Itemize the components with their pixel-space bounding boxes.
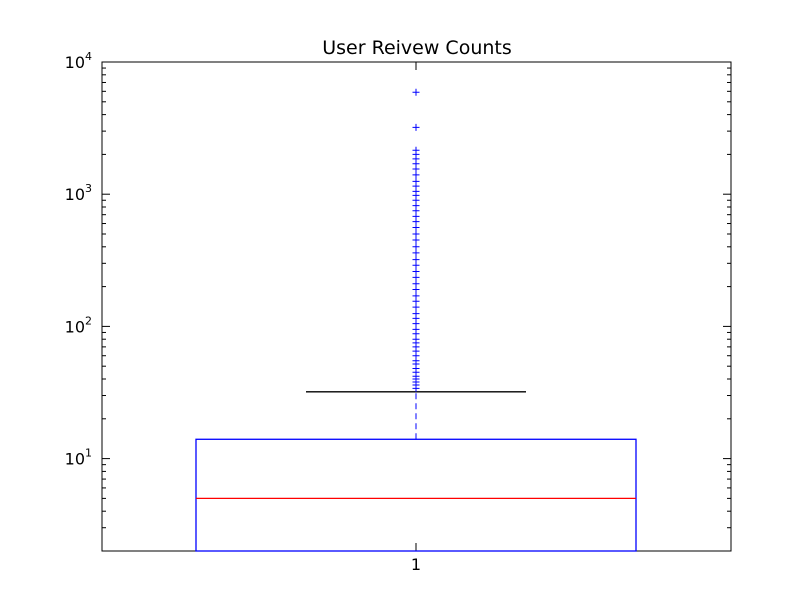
plot-area: 101 102 103 104 1 [65, 50, 732, 574]
y-tick-label: 102 [65, 314, 92, 336]
outlier-point [412, 292, 420, 300]
outlier-point [412, 146, 420, 154]
outlier-point [412, 249, 420, 257]
outlier-point [412, 177, 420, 185]
outlier-point [412, 310, 420, 318]
outlier-point [412, 123, 420, 131]
outlier-point [412, 171, 420, 179]
outlier-point [412, 88, 420, 96]
outlier-point [412, 230, 420, 238]
x-tick-label: 1 [411, 555, 421, 574]
chart-title: User Reivew Counts [322, 37, 512, 59]
y-tick-label: 103 [65, 182, 92, 204]
outlier-point [412, 280, 420, 288]
y-tick-label: 104 [65, 50, 92, 72]
outlier-point [412, 256, 420, 264]
y-tick-label: 101 [65, 447, 92, 469]
box [195, 438, 637, 552]
outlier-point [412, 243, 420, 251]
outlier-point [412, 223, 420, 231]
outlier-point [412, 268, 420, 276]
outlier-point [412, 236, 420, 244]
outlier-point [412, 303, 420, 311]
